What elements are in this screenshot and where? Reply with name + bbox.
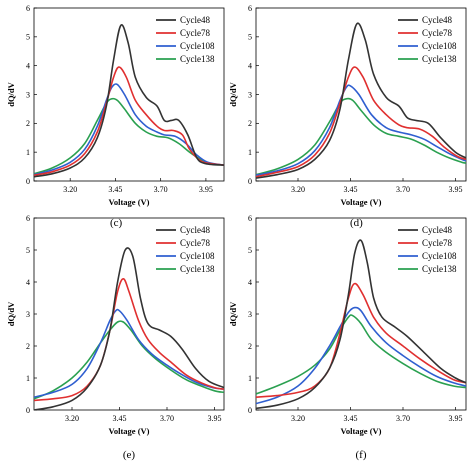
series-line-cycle108 xyxy=(34,308,224,398)
y-axis-label: dQ/dV xyxy=(6,81,16,106)
y-tick-label: 3 xyxy=(248,90,252,99)
y-tick-label: 6 xyxy=(26,4,30,13)
panel-label: (e) xyxy=(123,449,136,461)
x-axis-label: Voltage (V) xyxy=(109,426,150,436)
x-tick-label: 3.45 xyxy=(108,185,122,194)
x-tick-label: 3.95 xyxy=(199,185,213,194)
series-line-cycle78 xyxy=(34,277,224,402)
y-axis-label: dQ/dV xyxy=(6,301,16,326)
series-line-cycle108 xyxy=(256,84,466,176)
legend-label: Cycle48 xyxy=(180,15,210,25)
chart-panel-1: 0 1 2 3 4 5 6 3.20 3.45 3.70 3.95 Voltage (V) dQ/dV C… xyxy=(6,4,225,207)
y-axis-label: dQ/dV xyxy=(228,301,238,326)
series-line-cycle78 xyxy=(34,66,224,176)
legend-label: Cycle78 xyxy=(422,238,452,248)
y-tick-label: 0 xyxy=(248,177,252,186)
x-axis-label: Voltage (V) xyxy=(109,197,150,207)
y-tick-label: 4 xyxy=(26,278,30,287)
y-tick-label: 1 xyxy=(26,374,30,383)
y-tick-label: 5 xyxy=(26,33,30,42)
series-line-cycle138 xyxy=(256,314,466,395)
x-tick-label: 3.95 xyxy=(449,414,463,423)
x-axis-label: Voltage (V) xyxy=(341,197,382,207)
y-axis-label: dQ/dV xyxy=(228,81,238,106)
y-tick-label: 5 xyxy=(248,33,252,42)
y-tick-label: 2 xyxy=(248,119,252,128)
x-tick-label: 3.70 xyxy=(160,414,174,423)
series-group xyxy=(34,24,224,178)
series-line-cycle78 xyxy=(256,66,466,178)
x-tick-label: 3.70 xyxy=(154,185,168,194)
series-line-cycle48 xyxy=(34,247,224,410)
legend-label: Cycle108 xyxy=(422,251,457,261)
x-tick-label: 3.70 xyxy=(396,414,410,423)
legend-label: Cycle138 xyxy=(180,264,215,274)
y-tick-label: 5 xyxy=(26,246,30,255)
series-line-cycle108 xyxy=(256,306,466,405)
y-tick-label: 3 xyxy=(26,310,30,319)
y-tick-label: 2 xyxy=(26,342,30,351)
series-group xyxy=(34,247,224,410)
legend-label: Cycle78 xyxy=(422,28,452,38)
y-tick-label: 0 xyxy=(26,406,30,415)
y-tick-label: 0 xyxy=(248,406,252,415)
x-tick-label: 3.20 xyxy=(291,414,305,423)
x-tick-label: 3.45 xyxy=(344,414,358,423)
legend-label: Cycle108 xyxy=(180,41,215,51)
chart-panel-4: 0 1 2 3 4 5 6 3.20 3.45 3.70 3.95 Voltage (V) dQ/dV C… xyxy=(228,214,467,461)
y-tick-label: 2 xyxy=(26,119,30,128)
legend-label: Cycle48 xyxy=(422,15,452,25)
y-tick-label: 1 xyxy=(26,148,30,157)
y-tick-label: 0 xyxy=(26,177,30,186)
legend-label: Cycle138 xyxy=(422,54,457,64)
x-tick-label: 3.20 xyxy=(65,414,79,423)
legend-label: Cycle48 xyxy=(180,225,210,235)
chart-panel-2: 0 1 2 3 4 5 6 3.20 3.45 3.70 3.95 Voltage (V) dQ/dV C… xyxy=(228,4,467,207)
x-tick-label: 3.45 xyxy=(344,185,358,194)
legend-label: Cycle138 xyxy=(180,54,215,64)
y-tick-label: 4 xyxy=(248,61,252,70)
y-tick-label: 4 xyxy=(248,278,252,287)
y-tick-label: 1 xyxy=(248,148,252,157)
panel-label: (f) xyxy=(356,449,367,461)
series-line-cycle48 xyxy=(256,239,466,410)
x-tick-label: 3.20 xyxy=(291,185,305,194)
legend-label: Cycle78 xyxy=(180,238,210,248)
y-tick-label: 6 xyxy=(248,214,252,223)
series-group xyxy=(256,239,466,410)
x-tick-label: 3.95 xyxy=(449,185,463,194)
y-tick-label: 4 xyxy=(26,61,30,70)
x-tick-label: 3.70 xyxy=(396,185,410,194)
legend-label: Cycle138 xyxy=(422,264,457,274)
x-axis-label: Voltage (V) xyxy=(341,426,382,436)
y-tick-label: 3 xyxy=(248,310,252,319)
series-line-cycle48 xyxy=(34,24,224,178)
y-tick-label: 1 xyxy=(248,374,252,383)
series-group xyxy=(256,22,466,179)
panel-label-d: (d) xyxy=(350,217,363,229)
y-tick-label: 6 xyxy=(248,4,252,13)
y-tick-label: 5 xyxy=(248,246,252,255)
series-line-cycle108 xyxy=(34,83,224,176)
y-tick-label: 6 xyxy=(26,214,30,223)
y-tick-label: 2 xyxy=(248,342,252,351)
series-line-cycle48 xyxy=(256,22,466,179)
series-line-cycle138 xyxy=(256,97,466,176)
legend-label: Cycle48 xyxy=(422,225,452,235)
series-line-cycle78 xyxy=(256,282,466,398)
x-tick-label: 3.20 xyxy=(63,185,77,194)
legend-label: Cycle78 xyxy=(180,28,210,38)
legend-label: Cycle108 xyxy=(180,251,215,261)
x-tick-label: 3.45 xyxy=(113,414,127,423)
series-line-cycle138 xyxy=(34,320,224,400)
legend-label: Cycle108 xyxy=(422,41,457,51)
x-tick-label: 3.95 xyxy=(208,414,222,423)
series-line-cycle138 xyxy=(34,97,224,175)
chart-panel-3: 0 1 2 3 4 5 6 3.20 3.45 3.70 3.95 Voltage (V) dQ/dV C… xyxy=(6,214,225,461)
panel-label-c: (c) xyxy=(110,217,123,229)
y-tick-label: 3 xyxy=(26,90,30,99)
